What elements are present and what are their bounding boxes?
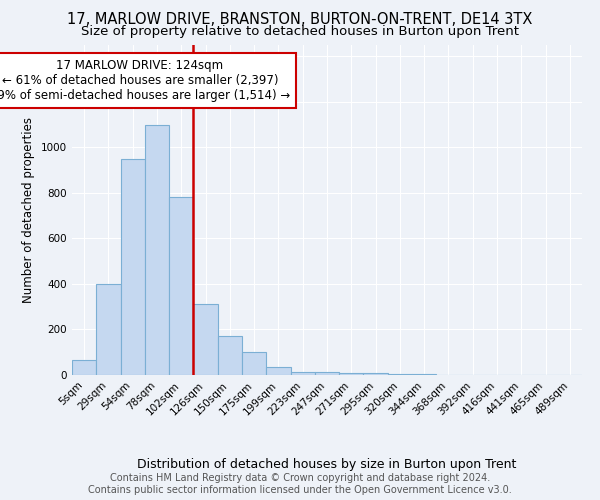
Bar bbox=[169, 198, 193, 375]
Bar bbox=[145, 124, 169, 375]
Text: Size of property relative to detached houses in Burton upon Trent: Size of property relative to detached ho… bbox=[81, 25, 519, 38]
Bar bbox=[266, 367, 290, 375]
Bar bbox=[388, 374, 412, 375]
Bar bbox=[96, 284, 121, 375]
Bar bbox=[364, 372, 388, 375]
Text: 17 MARLOW DRIVE: 124sqm
← 61% of detached houses are smaller (2,397)
39% of semi: 17 MARLOW DRIVE: 124sqm ← 61% of detache… bbox=[0, 58, 290, 102]
Bar bbox=[339, 372, 364, 375]
Text: Contains HM Land Registry data © Crown copyright and database right 2024.
Contai: Contains HM Land Registry data © Crown c… bbox=[88, 474, 512, 495]
Bar bbox=[412, 374, 436, 375]
Bar bbox=[72, 360, 96, 375]
Bar bbox=[121, 159, 145, 375]
Bar bbox=[218, 336, 242, 375]
X-axis label: Distribution of detached houses by size in Burton upon Trent: Distribution of detached houses by size … bbox=[137, 458, 517, 471]
Bar bbox=[290, 372, 315, 375]
Bar bbox=[242, 352, 266, 375]
Text: 17, MARLOW DRIVE, BRANSTON, BURTON-ON-TRENT, DE14 3TX: 17, MARLOW DRIVE, BRANSTON, BURTON-ON-TR… bbox=[67, 12, 533, 28]
Bar bbox=[193, 304, 218, 375]
Bar bbox=[315, 372, 339, 375]
Y-axis label: Number of detached properties: Number of detached properties bbox=[22, 117, 35, 303]
